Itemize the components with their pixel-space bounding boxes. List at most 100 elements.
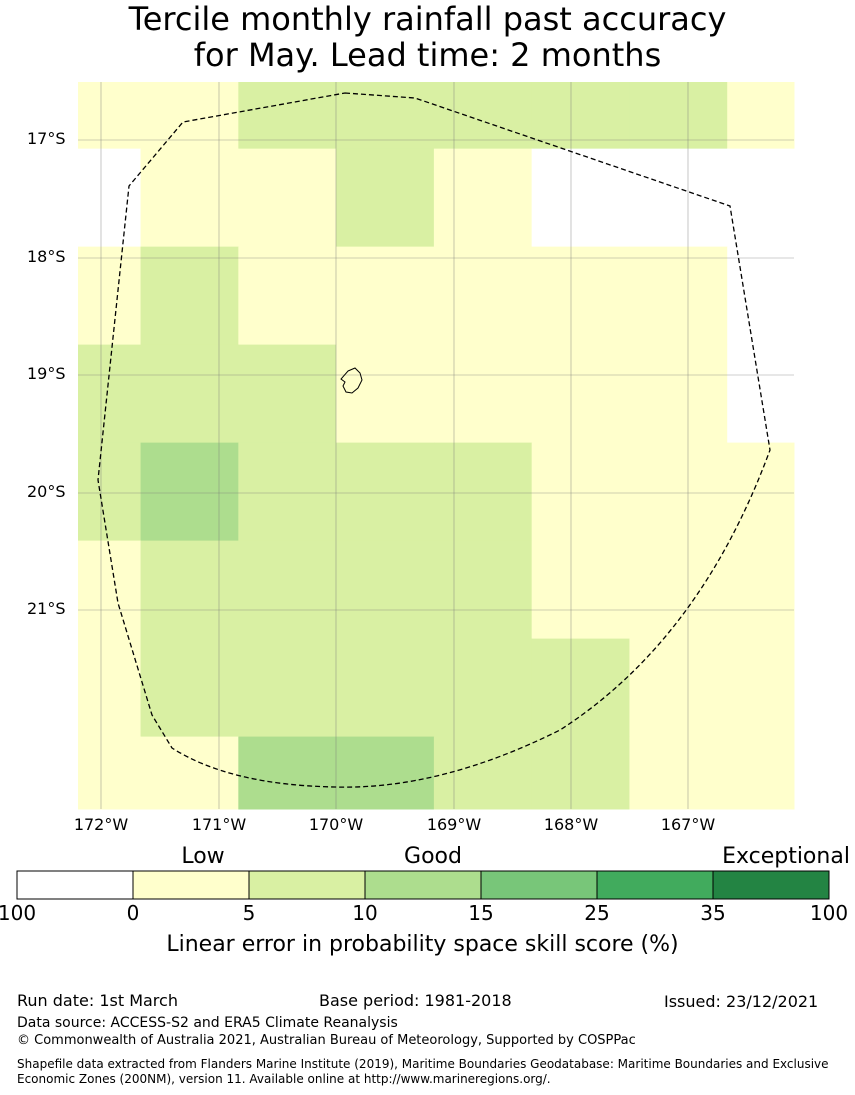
grid-cell (238, 736, 337, 810)
grid-cell (140, 442, 239, 542)
lat-label-21s: 21°S (27, 599, 66, 618)
category-label-exceptional: Exceptional (722, 844, 850, 869)
grid-cell (629, 442, 728, 542)
colorbar-frame (16, 870, 830, 900)
grid-cell (78, 82, 142, 150)
lat-label-20s: 20°S (27, 482, 66, 501)
lon-label-170w: 170°W (308, 815, 364, 834)
colorbar-segment-7 (713, 871, 829, 899)
grid-cell (629, 736, 728, 810)
grid-cell (238, 442, 337, 542)
grid-cell (727, 246, 795, 346)
grid-cell (140, 638, 239, 738)
grid-cell (531, 442, 630, 542)
run-date: Run date: 1st March (17, 991, 178, 1010)
lat-label-18s: 18°S (27, 247, 66, 266)
grid-cell (336, 540, 435, 640)
graticule (78, 82, 794, 809)
grid-cell (727, 638, 795, 738)
grid-cell (140, 82, 239, 150)
grid-cell (238, 540, 337, 640)
colorbar-segment-4 (365, 871, 481, 899)
grid-cell (629, 540, 728, 640)
grid-cell (629, 638, 728, 738)
colorbar-tick-4: 10 (352, 901, 378, 925)
grid-cell (238, 638, 337, 738)
colorbar-tick-7: 35 (700, 901, 726, 925)
lon-label-168w: 168°W (543, 815, 599, 834)
grid-cell (727, 82, 795, 150)
niue-island-outline (340, 367, 363, 394)
grid-cell (433, 344, 533, 444)
lon-label-172w: 172°W (73, 815, 129, 834)
title-line-1: Tercile monthly rainfall past accuracy (128, 0, 727, 38)
grid-cell (78, 148, 142, 248)
grid-cell (531, 246, 630, 346)
grid-cell (78, 736, 142, 810)
grid-cell (336, 82, 435, 150)
grid-cell (629, 246, 728, 346)
grid-cell (336, 246, 435, 346)
shapefile-credit-line-1: Shapefile data extracted from Flanders M… (17, 1057, 829, 1071)
grid-cell (531, 540, 630, 640)
lon-label-167w: 167°W (660, 815, 716, 834)
data-source: Data source: ACCESS-S2 and ERA5 Climate … (17, 1015, 398, 1031)
category-label-low: Low (181, 844, 225, 869)
colorbar-segment-6 (597, 871, 713, 899)
colorbar-segment-1 (17, 871, 133, 899)
grid-cell (336, 148, 435, 248)
grid-cell (727, 148, 795, 248)
grid-cell (433, 736, 533, 810)
grid-cell (433, 82, 533, 150)
shapefile-credit-line-2: Economic Zones (200NM), version 11. Avai… (17, 1072, 551, 1086)
grid-cell (433, 148, 533, 248)
grid-cell (140, 148, 239, 248)
eez-boundary (97, 92, 771, 788)
colorbar-tick-5: 15 (468, 901, 494, 925)
grid-cell (78, 638, 142, 738)
copyright-notice: © Commonwealth of Australia 2021, Austra… (17, 1033, 636, 1048)
grid-cell (238, 148, 337, 248)
grid-cell (78, 442, 142, 542)
grid-cell (78, 246, 142, 346)
grid-cell (433, 540, 533, 640)
grid-cell (238, 82, 337, 150)
grid-cell (433, 442, 533, 542)
colorbar-tick-3: 5 (242, 901, 256, 925)
grid-cell (727, 540, 795, 640)
grid-cell (238, 246, 337, 346)
grid-cell (336, 442, 435, 542)
grid-cell (140, 540, 239, 640)
grid-cell (531, 82, 630, 150)
colorbar-title: Linear error in probability space skill … (166, 932, 679, 957)
grid-cell (336, 638, 435, 738)
issued-date: Issued: 23/12/2021 (664, 992, 819, 1011)
grid-cell (78, 344, 142, 444)
colorbar-tick-2: 0 (126, 901, 140, 925)
colorbar-segment-3 (249, 871, 365, 899)
title-line-2: for May. Lead time: 2 months (193, 36, 662, 74)
grid-cell (78, 540, 142, 640)
category-label-good: Good (404, 844, 462, 869)
colorbar-segment-5 (481, 871, 597, 899)
grid-cell (629, 344, 728, 444)
lat-label-19s: 19°S (27, 364, 66, 383)
grid-cell (238, 344, 337, 444)
grid-cell (531, 148, 630, 248)
grid-cell (433, 638, 533, 738)
grid-cell (629, 82, 728, 150)
grid-cell (531, 344, 630, 444)
skill-grid-cells (78, 82, 795, 810)
grid-cell (433, 246, 533, 346)
grid-cell (140, 344, 239, 444)
grid-cell (531, 638, 630, 738)
grid-cell (727, 736, 795, 810)
colorbar-tick-1: 100 (0, 901, 37, 925)
grid-cell (140, 246, 239, 346)
colorbar-tick-6: 25 (584, 901, 610, 925)
lat-label-17s: 17°S (27, 129, 66, 148)
colorbar-tick-8: 100 (809, 901, 849, 925)
grid-cell (140, 736, 239, 810)
lon-label-169w: 169°W (426, 815, 482, 834)
